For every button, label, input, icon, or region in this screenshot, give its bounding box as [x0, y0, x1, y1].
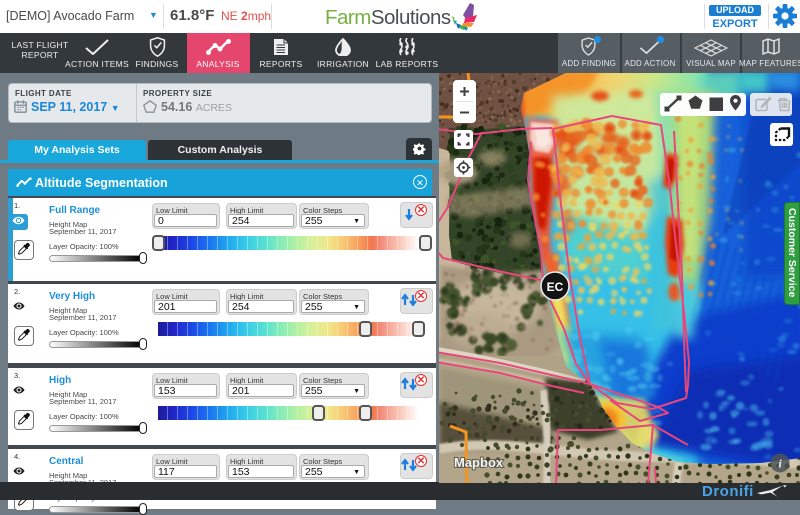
svg-text:EC: EC: [547, 280, 564, 294]
svg-text:Mapbox: Mapbox: [454, 455, 504, 470]
